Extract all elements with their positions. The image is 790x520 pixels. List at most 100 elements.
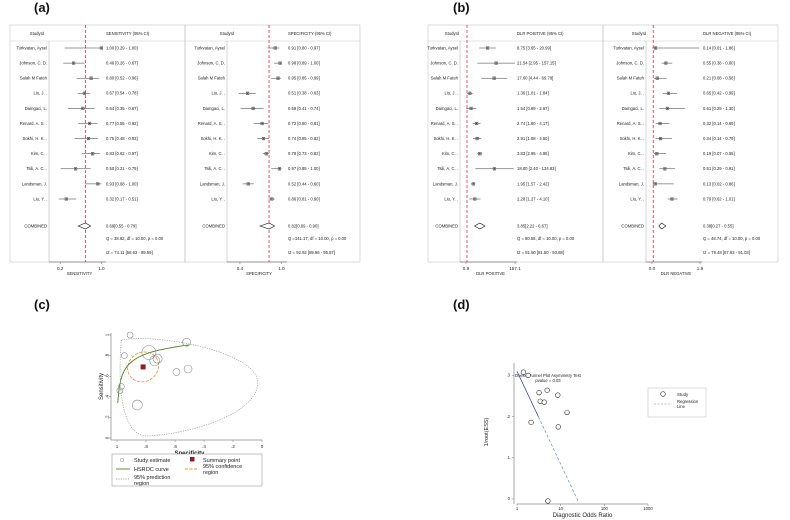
estimate-dot [65,198,67,200]
estimate-label: 0.78 [0.73 - 0.82] [288,151,320,156]
funnel-legend: Study Regression Line [647,387,707,418]
sroc-panel: 1.8.6.4.200.2.4.6.81SpecificitySensitivi… [99,331,264,487]
y-tick-label: 0 [508,496,511,501]
combined-diamond [259,222,276,230]
study-name: Turkvatan, Aysel [613,45,644,50]
legend-pred: 95% prediction region [134,475,170,487]
estimate-label: 0.46 [0.26 - 0.67] [106,61,138,66]
x-axis-label: DLR NEGATIVE [661,271,692,276]
x-tick-label: 0.4 [237,266,244,271]
estimate-dot [261,123,263,124]
x-axis-label: DLR POSITIVE [476,271,505,276]
estimate-dot [654,183,656,185]
heterogeneity-i2: I2 = 92.92 [89.96 - 95.87] [288,250,335,255]
study-name: Landsman, J. [200,181,225,186]
estimate-dot [271,198,273,200]
estimate-label: 3.83 [2.95 - 4.98] [517,151,549,156]
x-tick-label: 1 [516,506,519,511]
study-name: Sokhi, H. K. . [201,136,225,141]
study-estimate-point [141,345,157,360]
study-point [555,392,561,398]
estimate-label: 1.95 [1.57 - 2.42] [517,181,549,186]
study-name: Damgaci, L. [25,106,47,111]
studyid-header: StudyId [220,31,235,36]
estimate-dot [472,183,474,185]
estimate-label: 0.80 [0.52 - 0.96] [106,76,138,81]
estimate-dot [665,62,667,64]
legend-hsroc: HSROC curve [134,467,169,473]
estimate-label: 2.91 [1.88 - 4.50] [517,136,549,141]
heterogeneity-q: Q = 48.74, df = 10.00, p = 0.00 [703,236,761,241]
study-name: Liu, J. . [631,91,645,96]
estimate-dot [493,77,495,79]
estimate-label: 0.51 [0.38 - 0.63] [288,91,320,96]
estimate-dot [97,183,99,185]
study-estimate-point [172,368,181,376]
study-name: Liu, J. . [212,91,226,96]
estimate-dot [278,168,280,170]
study-point [528,419,534,425]
study-name: Renard, A. S. . [20,121,47,126]
estimate-dot [666,107,668,109]
estimate-dot [83,92,85,94]
estimate-header: SENSITIVITY (95% CI) [106,31,150,36]
x-tick-label: 1.9 [697,266,704,271]
combined-estimate-label: 3.85[2.22 - 6.67] [517,223,548,228]
y-tick-label: .4 [105,394,110,398]
forest-panel-a-left: StudyId SENSITIVITY (95% CI) 0.2 1.0 SENSITI… [9,24,186,276]
study-name: Liu, J. . [445,91,459,96]
study-name: Kim, C. . [209,151,225,156]
estimate-label: 0.14 [0.01 - 1.86] [703,45,735,50]
confidence-region [127,351,159,383]
x-tick-label: 100 [601,506,609,511]
study-estimate-point [182,337,191,347]
legend-summary-symbol [190,457,195,462]
study-name: Johnson, C. D. [616,61,644,66]
estimate-label: 0.93 [0.68 - 1.00] [106,181,138,186]
study-name: Liu, Y. . [33,196,47,201]
study-name: Turkvatan, Aysel [194,45,225,50]
estimate-label: 18.00 [2.40 - 134.83] [517,166,556,171]
legend-summary-point: Summary point [203,458,240,464]
x-tick-label: 0 [261,444,264,449]
legend-study-symbol [660,391,666,397]
estimate-dot [263,138,265,140]
study-name: Kim, C. . [31,151,47,156]
estimate-label: 0.52 [0.44 - 0.60] [288,181,320,186]
estimate-dot [659,123,661,124]
estimate-dot [493,168,495,170]
estimate-dot [671,198,673,200]
legend-regression: Regression Line [677,399,699,409]
x-tick-label: 0.2 [57,266,64,271]
x-tick-label: .2 [231,444,235,449]
x-axis-label: Diagnostic Odds Ratio [553,513,613,519]
study-name: Tsili, A. C. . [623,166,644,171]
estimate-label: 0.59 [0.41 - 0.74] [288,106,320,111]
estimate-dot [75,168,77,170]
study-name: Damgaci, L. [436,106,458,111]
estimate-label: 1.36 [1.01 - 1.84] [517,91,549,96]
forest-panel-b-right: StudyId DLR NEGATIVE (95% CI) 0.0 1.9 DLR NE… [602,24,779,276]
estimate-label: 0.19 [0.07 - 0.55] [703,151,735,156]
study-name: Renard, A. S. . [431,121,458,126]
estimate-label: 0.79 [0.62 - 1.01] [703,196,735,201]
estimate-dot [277,77,279,79]
estimate-label: 0.32 [0.17 - 0.51] [106,196,138,201]
study-name: Salah M Fateh [617,76,645,81]
y-tick-label: 0 [105,436,110,439]
estimate-label: 1.00 [0.29 - 1.00] [106,45,138,50]
study-name: Johnson, C. D. [19,61,47,66]
study-point [564,409,570,416]
combined-estimate-label: 0.69[0.55 - 0.79] [106,223,137,228]
estimate-label: 0.75 [0.48 - 0.93] [106,136,138,141]
estimate-label: 0.72 [0.60 - 0.81] [288,121,320,126]
study-name: Liu, Y. . [630,196,644,201]
estimate-dot [664,168,666,170]
combined-label: COMBINED [24,223,47,228]
summary-point [140,364,146,370]
x-axis-label: SENSITIVITY [67,271,93,276]
study-name: Landsman, J. [619,181,644,186]
estimate-label: 0.34 [0.14 - 0.79] [703,136,735,141]
combined-estimate-label: 0.38[0.27 - 0.55] [703,223,734,228]
x-tick-label: 157.1 [509,266,521,271]
